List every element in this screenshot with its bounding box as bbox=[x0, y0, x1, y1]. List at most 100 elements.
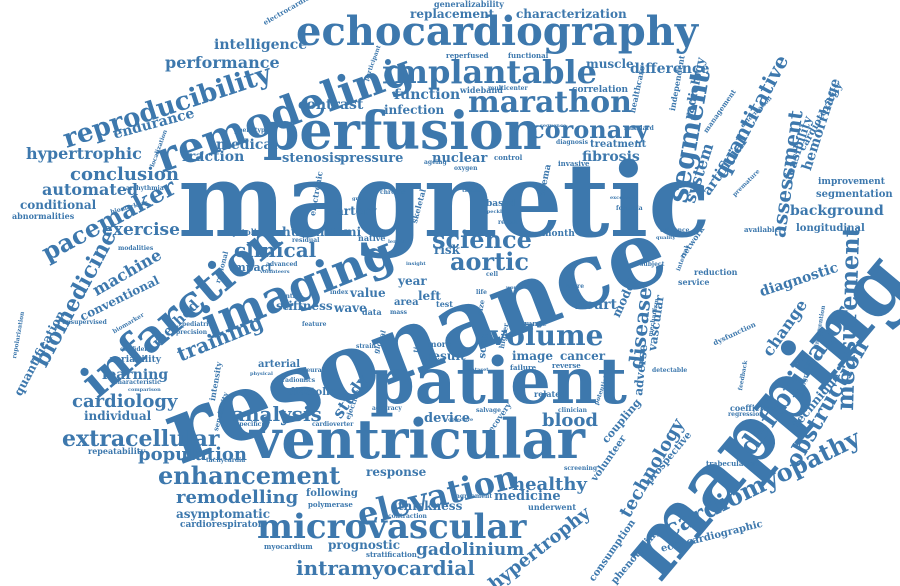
word: asymptomatic bbox=[176, 507, 271, 521]
word: score bbox=[566, 283, 585, 290]
word: longitudinal bbox=[796, 223, 865, 234]
word: diagnosis bbox=[556, 139, 588, 146]
word: native bbox=[358, 233, 386, 243]
word: echocardiography bbox=[296, 8, 699, 55]
word: aortic bbox=[450, 247, 530, 276]
word: diastolic bbox=[288, 387, 336, 398]
word: neural bbox=[302, 367, 324, 374]
word: subject bbox=[640, 261, 665, 268]
word: radiomics bbox=[282, 377, 316, 384]
word: systolic bbox=[228, 227, 262, 237]
word: size bbox=[475, 299, 487, 316]
word: reverse bbox=[552, 361, 581, 370]
word: coronary bbox=[530, 115, 649, 144]
word: individual bbox=[84, 409, 152, 423]
word: reperfused bbox=[446, 51, 489, 60]
word: risk bbox=[434, 243, 460, 257]
word: polymerase bbox=[308, 500, 353, 509]
word: volume bbox=[490, 319, 604, 352]
word: intramyocardial bbox=[296, 556, 475, 580]
word: volunteers bbox=[260, 269, 290, 275]
word: contrast bbox=[298, 97, 364, 113]
word: month bbox=[542, 229, 575, 239]
word: extracellular bbox=[62, 426, 220, 452]
word: trabeculation bbox=[706, 459, 760, 468]
word: screening bbox=[564, 465, 598, 472]
word: stenosis bbox=[282, 151, 342, 166]
word: standard bbox=[624, 125, 654, 132]
word: healthy bbox=[512, 474, 587, 495]
word: marathon bbox=[468, 85, 632, 120]
word: gadolinium bbox=[416, 540, 525, 560]
word: magnetic bbox=[178, 141, 711, 261]
word: value bbox=[350, 286, 386, 300]
word: grade bbox=[352, 196, 369, 202]
word: stratification bbox=[366, 550, 417, 559]
word: confidence bbox=[120, 346, 157, 353]
word: unsupervised bbox=[62, 319, 107, 326]
word: quality bbox=[656, 235, 676, 241]
word: agreement bbox=[456, 493, 493, 500]
word: learning bbox=[102, 367, 169, 383]
word: multicenter bbox=[488, 85, 528, 92]
word: difference bbox=[630, 61, 710, 77]
word: repeatability bbox=[88, 446, 146, 456]
word: fraction bbox=[182, 149, 245, 165]
word: automated bbox=[42, 180, 139, 199]
word: regression bbox=[728, 411, 764, 418]
word: exercise bbox=[102, 220, 180, 240]
word: intelligence bbox=[214, 37, 308, 53]
word: chronic bbox=[380, 189, 406, 196]
word: formula bbox=[616, 205, 643, 212]
word: stemi bbox=[324, 225, 362, 239]
word: generalizability bbox=[434, 0, 504, 9]
word: heart bbox=[575, 297, 617, 313]
word: comparison bbox=[128, 387, 161, 393]
word: repolarization bbox=[11, 311, 27, 360]
word: adverse bbox=[631, 343, 651, 397]
word: medical bbox=[216, 137, 278, 153]
word: population bbox=[138, 444, 248, 465]
word: correlation bbox=[572, 85, 629, 95]
word: left bbox=[418, 289, 441, 303]
word: infection bbox=[384, 103, 445, 117]
word: arrhythmia bbox=[126, 185, 164, 192]
word: perfusion bbox=[263, 101, 542, 162]
word: based bbox=[486, 199, 516, 209]
word: conditional bbox=[20, 198, 97, 212]
word: following bbox=[306, 488, 358, 499]
word: year bbox=[398, 274, 427, 288]
word: functional bbox=[508, 51, 549, 60]
word: physical bbox=[250, 371, 273, 377]
word: cardiorespiratory bbox=[180, 520, 268, 530]
word: contraction bbox=[388, 513, 427, 520]
word: variability bbox=[110, 355, 161, 365]
word: retest bbox=[498, 219, 518, 226]
word: fibrosis bbox=[582, 149, 640, 165]
word: pressure bbox=[340, 151, 404, 166]
word: excellent bbox=[610, 195, 636, 201]
word: test bbox=[436, 299, 453, 309]
word: ventricular bbox=[250, 407, 585, 471]
word: objective bbox=[448, 417, 474, 423]
word: conclusion bbox=[70, 164, 180, 185]
word: phenotype bbox=[234, 127, 270, 134]
word: pediatric bbox=[182, 321, 213, 328]
word: life bbox=[476, 289, 487, 296]
word: patient bbox=[370, 344, 627, 419]
word: available bbox=[744, 225, 779, 234]
word: wave bbox=[334, 301, 367, 315]
word: oxygen bbox=[454, 165, 478, 172]
word: remodelling bbox=[176, 487, 299, 508]
word: arterial bbox=[258, 359, 301, 370]
word: failure bbox=[510, 363, 537, 372]
word: area bbox=[394, 297, 419, 308]
word: improvement bbox=[818, 177, 885, 187]
word: artery bbox=[336, 204, 377, 218]
word: clinical bbox=[234, 238, 317, 262]
word: muscle bbox=[586, 57, 634, 71]
word: replacement bbox=[410, 7, 495, 21]
word: cardiology bbox=[72, 391, 178, 412]
word: background bbox=[790, 203, 884, 219]
